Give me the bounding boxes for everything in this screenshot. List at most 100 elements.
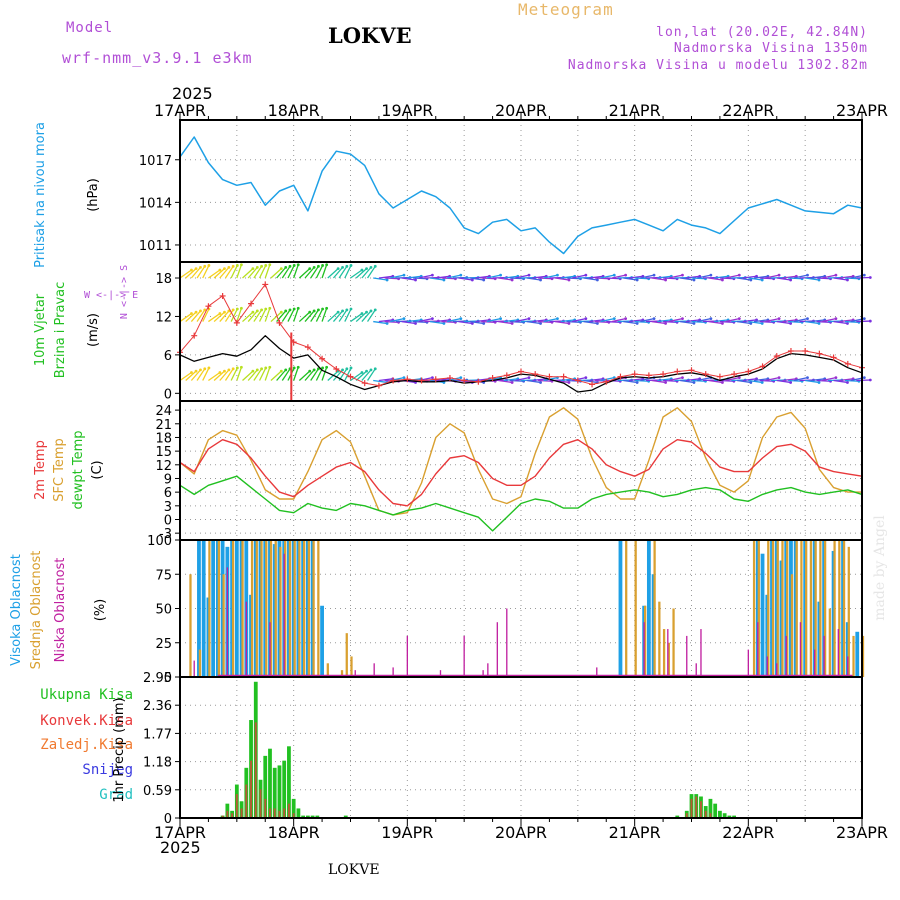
wind-arrow-head [268,365,272,369]
wind-arrow [833,379,848,384]
wind-arrow-head [284,368,288,372]
wind-arrow [208,371,221,382]
x-day-label-bottom: 19APR [381,823,433,842]
altitude-text: Nadmorska Visina 1350m [673,41,868,56]
wind-arrow-head [527,317,531,321]
wind-arrow [196,265,206,279]
wind-arrow [651,320,666,325]
model-name: wrf-nmm_v3.9.1 e3km [62,49,253,67]
wind-arrow [281,265,291,279]
wind-arrow [776,379,791,384]
wind-arrow-head [345,264,349,268]
wind-arrow-head [365,369,368,373]
wind-arrow-head [336,267,340,271]
wind-arrow-head [325,306,329,310]
cloud-mid-bar [847,546,850,677]
wind-arrow-head [341,309,344,313]
y-tick-label: 1.77 [143,727,172,742]
wind-arrow [350,313,363,323]
cloud-mid-bar [658,601,661,677]
wind-arrow [418,318,433,323]
wind-arrow [179,269,192,279]
wind-arrow-head [624,317,628,321]
cloud-low-bar [837,629,839,677]
wind-arrow-head [402,273,406,277]
wind-arrow-head [365,267,368,271]
wind-arrow [515,318,530,323]
coords-text: lon,lat (20.02E, 42.84N) [656,25,868,40]
cloud-low-bar [354,670,356,677]
wind-arrow-head [777,273,781,277]
wind-arrow-head [846,322,849,325]
y-tick-label: 0 [164,671,172,686]
cloud-mid-bar [771,540,775,677]
wind-arrow-head [817,322,821,325]
wind-arrow-head [321,366,324,370]
wind-gust-marker [617,373,624,380]
wind-arrow-head [868,378,872,382]
wind-arrow [708,379,723,384]
wind-arrow [390,274,405,279]
wind-arrow-head [846,381,849,384]
wind-arrow [657,319,672,323]
wind-arrow-head [231,367,235,371]
wind-arrow [657,378,672,382]
wind-arrow [628,319,643,323]
cloud-low-bar [283,553,285,677]
wind-arrow-head [264,264,268,267]
wind-arrow [315,265,324,279]
wind-arrow [515,376,530,382]
precip-conv-bar [226,810,229,818]
wind-gust-marker [546,373,553,380]
wind-arrow-head [499,317,502,321]
precip-conv-bar [273,808,276,818]
wind-arrow [583,320,598,325]
cloud-mid-bar [350,656,353,677]
wind-arrow [196,309,206,322]
wind-arrow [401,277,416,281]
cloud-mid-bar [269,540,273,677]
wind-arrow [600,376,615,382]
y-tick-label: -3 [159,527,172,542]
cloud-mid-bar [800,540,803,677]
wind-arrow [623,320,638,325]
wind-gust-marker [688,367,695,374]
wind-gust-marker [361,380,368,387]
wind-arrow-head [308,310,312,314]
wind-arrow [185,370,197,381]
wind-arrow [725,376,740,382]
wind-arrow-head [806,376,809,379]
wind-arrow-head [284,265,288,269]
wind-arrow-head [223,267,226,271]
wind-arrow-head [369,368,373,372]
wind-arrow-head [527,376,531,379]
cloud-mid-bar [634,540,637,677]
wind-arrow [651,379,666,384]
precip-conv-bar [259,789,262,818]
wind-arrow [378,275,393,279]
wind-arrow [782,378,797,382]
temp-label-sfc: SFC Temp [52,438,67,502]
wind-arrow-head [414,278,417,282]
wind-arrow [725,274,740,279]
wind-arrow [236,308,243,322]
wind-arrow [697,274,712,279]
wind-arrow-head [862,376,866,379]
cloud-mid-bar [250,540,254,677]
wind-arrow [202,308,210,322]
wind-arrow-head [284,309,288,313]
wind-arrow [367,265,376,279]
y-tick-label: 1.18 [143,756,172,771]
wind-arrow-head [749,322,753,325]
precip-conv-bar [709,813,712,818]
wind-arrow [435,319,450,323]
wind-arrow [526,320,541,325]
x-day-label-top: 19APR [381,101,433,120]
precip-total-bar [291,798,296,818]
precip-total-bar [263,755,268,818]
wind-arrow [344,308,352,322]
wind-arrow [332,266,344,279]
wind-arrow-head [194,310,198,314]
cloud-mid-bar [752,540,756,677]
y-tick-label: 0 [164,387,172,402]
